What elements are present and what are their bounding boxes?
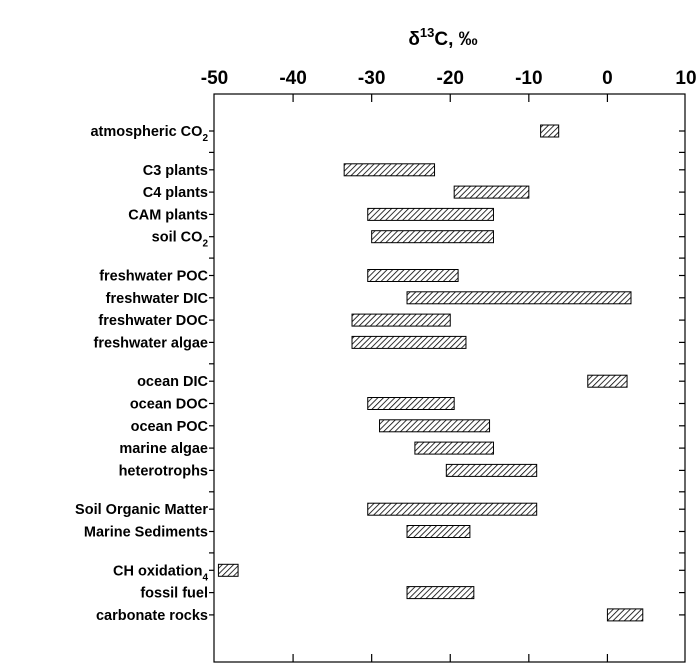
category-label: Marine Sediments (84, 525, 208, 541)
range-bar (406, 586, 475, 600)
range-bar (371, 230, 494, 244)
category-label: atmospheric CO2 (90, 124, 208, 144)
range-bar (406, 291, 632, 305)
category-label: marine algae (119, 441, 208, 457)
x-tick-label: -50 (201, 68, 228, 89)
category-label: fossil fuel (140, 586, 208, 602)
range-bar (367, 207, 494, 221)
category-label: freshwater DIC (106, 291, 209, 307)
range-bar (606, 608, 644, 622)
range-bar (351, 335, 467, 349)
x-tick-label: -30 (358, 68, 385, 89)
range-bar (540, 124, 560, 138)
x-tick-label: -10 (515, 68, 542, 89)
category-label: carbonate rocks (96, 608, 208, 624)
plot-frame (213, 93, 686, 663)
range-bar (406, 525, 471, 538)
category-label: C4 plants (143, 185, 208, 201)
range-bar (367, 502, 538, 516)
range-bar (379, 419, 491, 433)
range-bar (351, 313, 451, 327)
category-label: freshwater POC (99, 269, 208, 285)
x-tick-label: -20 (437, 68, 464, 89)
chart-title: δ13C, ‰ (408, 25, 477, 50)
category-label: soil CO2 (152, 230, 209, 250)
category-label: CH oxidation4 (113, 563, 208, 583)
range-bars (217, 124, 644, 622)
category-label: freshwater DOC (98, 313, 208, 329)
category-label: ocean POC (131, 419, 209, 435)
range-bar (367, 397, 455, 410)
category-label: ocean DIC (137, 374, 208, 390)
range-bar (453, 185, 530, 199)
range-bar (367, 269, 459, 282)
x-tick-label: 0 (602, 68, 613, 89)
category-label: C3 plants (143, 163, 208, 179)
range-bar (217, 563, 239, 577)
category-label: ocean DOC (130, 397, 209, 413)
x-tick-label: -40 (279, 68, 306, 89)
category-label: heterotrophs (119, 463, 208, 479)
category-labels: atmospheric CO2 C3 plants C4 plants CAM pla… (75, 124, 208, 624)
range-bar (343, 163, 436, 177)
x-tick-label: 10 (675, 68, 696, 89)
category-label: Soil Organic Matter (75, 502, 208, 518)
category-label: freshwater algae (94, 335, 208, 351)
range-bar (414, 441, 494, 455)
range-bar (445, 463, 538, 477)
range-bar (587, 374, 628, 388)
x-axis: -50 -40 -30 -20 -10 0 10 (201, 68, 697, 662)
category-label: CAM plants (128, 207, 208, 223)
